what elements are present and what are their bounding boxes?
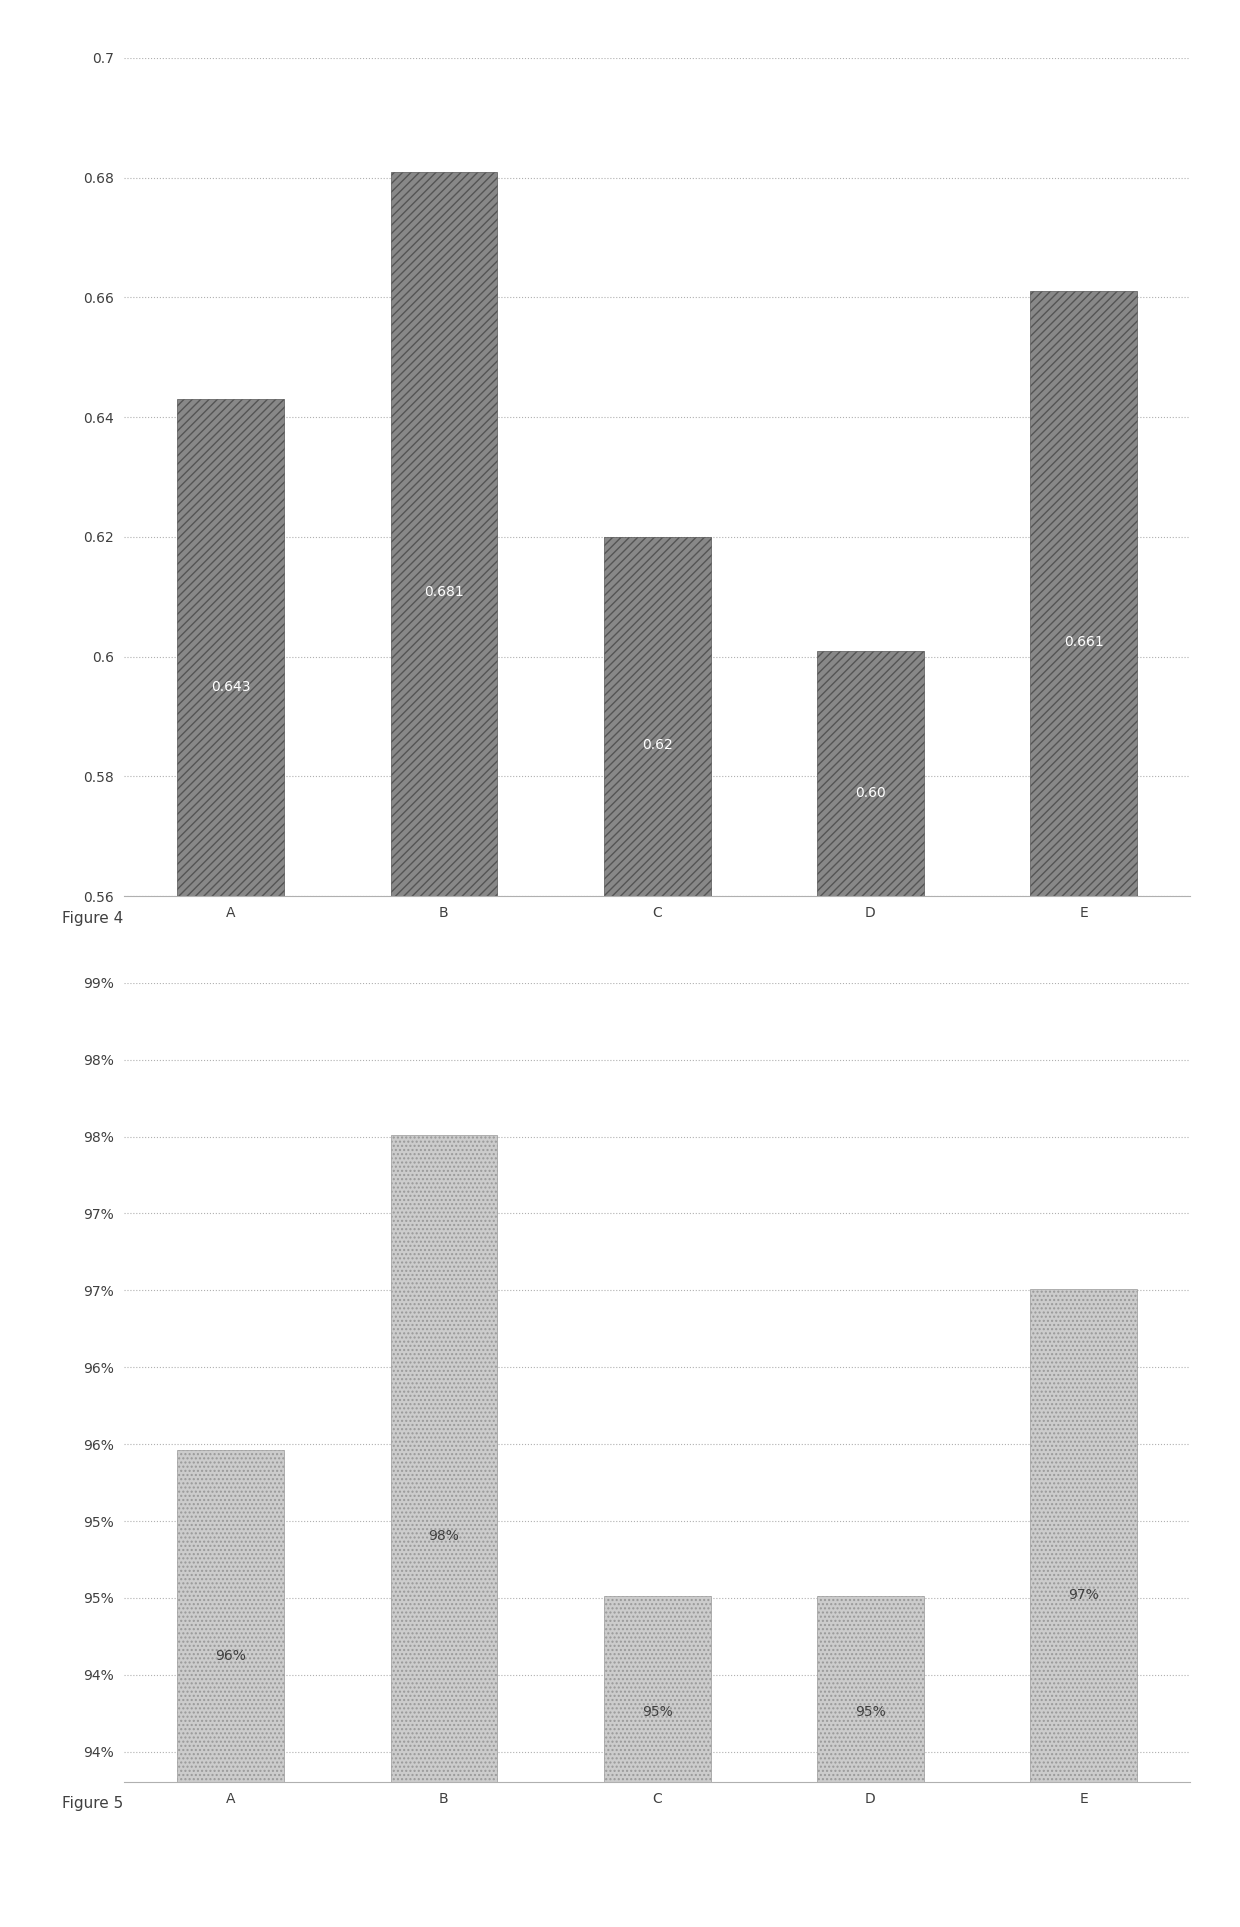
- Text: Figure 4: Figure 4: [62, 911, 123, 927]
- Bar: [604, 538, 711, 1927]
- Text: 97%: 97%: [1069, 1588, 1099, 1601]
- Text: 98%: 98%: [429, 1530, 459, 1544]
- Text: 0.643: 0.643: [211, 680, 250, 694]
- Bar: [177, 1451, 284, 1927]
- Text: 95%: 95%: [642, 1705, 672, 1719]
- Text: 95%: 95%: [856, 1705, 885, 1719]
- Bar: [177, 399, 284, 1927]
- Text: Figure 5: Figure 5: [62, 1796, 123, 1811]
- Bar: [1030, 291, 1137, 1927]
- Bar: [391, 172, 497, 1927]
- Text: 0.681: 0.681: [424, 584, 464, 599]
- Bar: [1030, 1289, 1137, 1927]
- Text: 0.60: 0.60: [856, 786, 885, 800]
- Text: 96%: 96%: [216, 1650, 246, 1663]
- Text: 0.661: 0.661: [1064, 636, 1104, 649]
- Bar: [817, 1596, 924, 1927]
- Bar: [817, 651, 924, 1927]
- Text: 0.62: 0.62: [642, 738, 672, 752]
- Bar: [391, 1135, 497, 1927]
- Bar: [604, 1596, 711, 1927]
